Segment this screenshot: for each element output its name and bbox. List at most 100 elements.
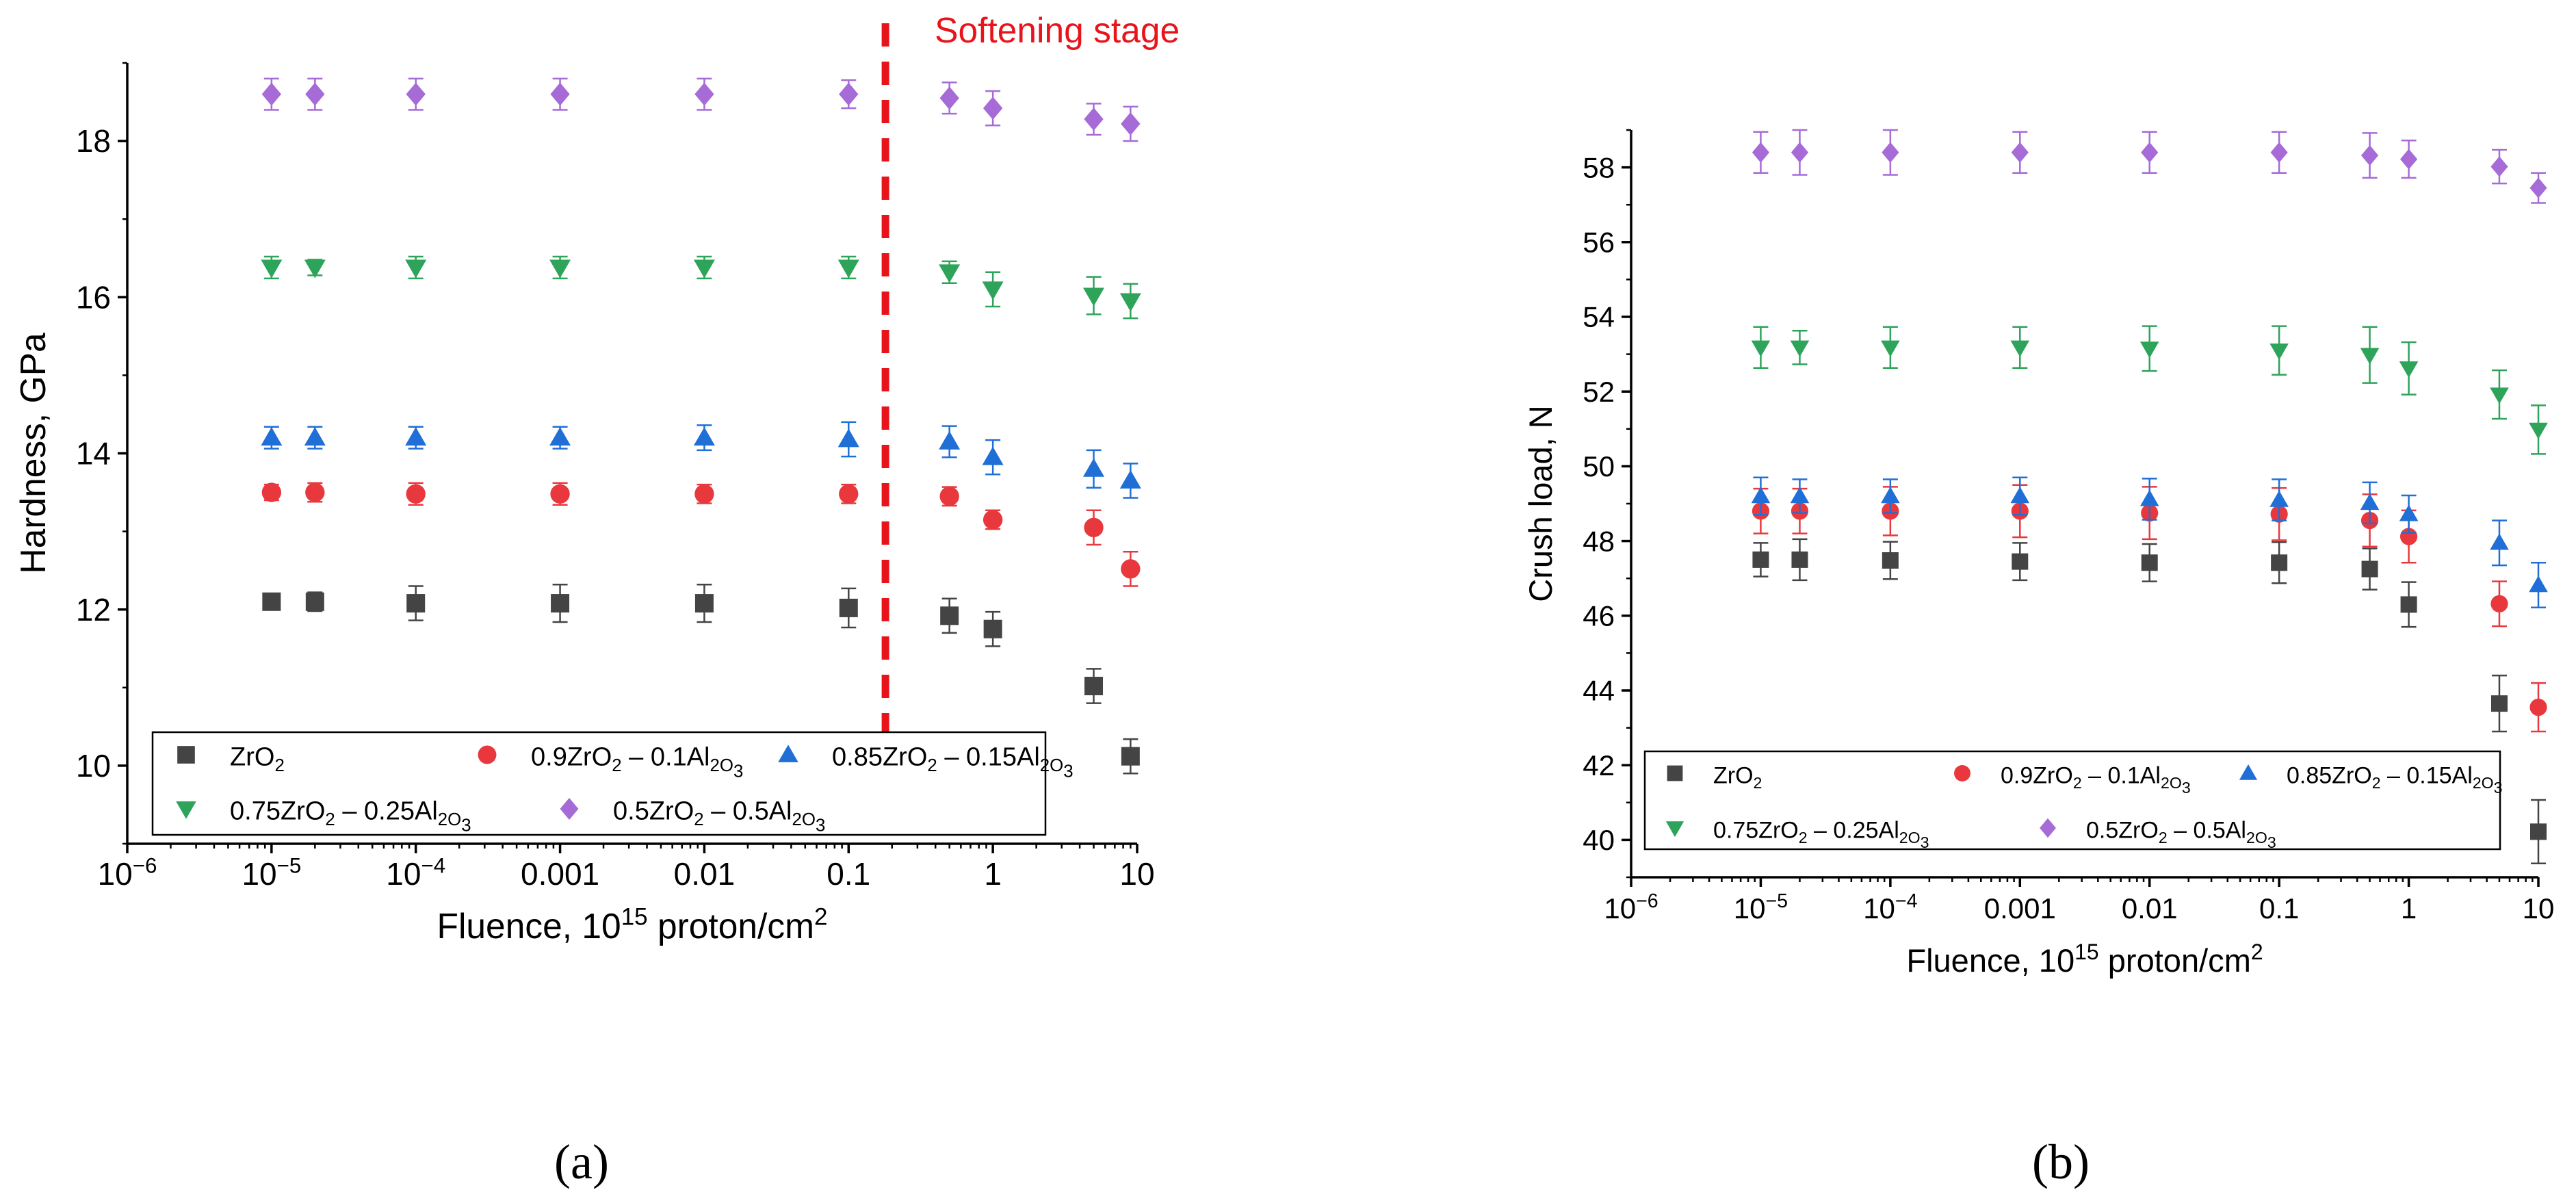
panel-b-legend-marker: [2239, 764, 2258, 780]
panel-b-data-point: [2141, 554, 2158, 571]
panel-b-data-point: [1752, 551, 1769, 568]
panel-b-y-tick-label: 42: [1583, 749, 1615, 781]
panel-a-data-point: [939, 430, 961, 450]
panel-b-data-point: [2400, 596, 2417, 613]
panel-a-legend-marker: [176, 801, 196, 819]
panel-a-y-axis-label: Hardness, GPa: [13, 333, 53, 574]
panel-a-x-tick-label: 0.001: [521, 856, 599, 892]
panel-b-data-point: [2011, 142, 2029, 163]
panel-a-y-tick-label: 12: [76, 592, 111, 628]
panel-a-data-point: [1119, 293, 1141, 312]
panel-b-data-point: [2399, 504, 2419, 521]
panel-label-a: (a): [554, 1135, 609, 1189]
panel-a-data-point: [261, 427, 283, 446]
panel-b-data-point: [2010, 340, 2030, 357]
panel-a-data-point: [940, 606, 959, 625]
panel-a-data-point: [261, 482, 282, 502]
panel-a-x-tick-label: 10−6: [98, 854, 157, 892]
panel-b-x-tick-label: 10−4: [1863, 890, 1917, 924]
panel-a-data-point: [693, 259, 715, 279]
panel-a-data-point: [982, 446, 1004, 465]
panel-b-y-tick-label: 46: [1583, 600, 1615, 632]
panel-a-series-1: [261, 482, 1141, 587]
panel-b-legend-label: 0.5ZrO2 – 0.5Al2O3: [2086, 817, 2276, 851]
panel-b-data-point: [2361, 560, 2378, 578]
panel-a-data-point: [837, 259, 859, 279]
panel-b-data-point: [2490, 387, 2509, 404]
panel-b-x-tick-label: 10−5: [1734, 890, 1788, 924]
panel-a-legend-label: 0.75ZrO2 – 0.25Al2O3: [230, 797, 471, 836]
panel-a-data-point: [304, 259, 326, 279]
panel-b-series-4: [1752, 129, 2547, 204]
panel-a-data-point: [1121, 112, 1141, 135]
panel-b-legend-marker: [2040, 818, 2056, 838]
panel-b-y-tick-label: 52: [1583, 376, 1615, 408]
panel-b-legend-label: ZrO2: [1713, 762, 1762, 791]
panel-b-data-point: [2269, 343, 2289, 360]
panel-a-data-point: [550, 82, 570, 106]
panel-b-data-point: [2529, 177, 2547, 198]
panel-b-legend-label: 0.75ZrO2 – 0.25Al2O3: [1713, 817, 1929, 851]
panel-a-data-point: [1083, 458, 1105, 477]
panel-a-data-point: [261, 259, 283, 279]
panel-a-chart: 10−6 10−5 10−4 0.001 0.01 0.1 1 10 10 12 14 16 18 Flu…: [13, 10, 1180, 946]
panel-a-x-tick-label: 1: [984, 856, 1002, 892]
panel-b-y-tick-label: 58: [1583, 151, 1615, 183]
panel-a-data-point: [839, 484, 859, 504]
panel-a-data-point: [406, 484, 426, 504]
panel-a-data-point: [837, 428, 859, 448]
panel-a-x-tick-label: 0.1: [827, 856, 870, 892]
panel-b-data-point: [2399, 148, 2418, 170]
panel-a-data-point: [551, 594, 570, 613]
panel-b-series-1: [1752, 484, 2547, 733]
panel-a-legend-marker: [560, 797, 579, 820]
panel-b-data-point: [1790, 487, 1810, 504]
panel-b-y-axis-label: Crush load, N: [1522, 405, 1559, 602]
panel-a-annotation-text: Softening stage: [935, 10, 1180, 50]
panel-a-y-tick-label: 16: [76, 279, 111, 315]
panel-a-data-point: [1083, 287, 1105, 307]
panel-b-data-point: [1790, 340, 1810, 357]
panel-a-data-point: [305, 82, 325, 106]
panel-a-legend-label: 0.9ZrO2 – 0.1Al2O3: [531, 743, 743, 781]
panel-a-data-point: [406, 594, 426, 613]
panel-a-data-point: [405, 427, 427, 446]
panel-a-x-tick-label: 10−5: [242, 854, 301, 892]
panel-a-data-point: [305, 482, 325, 502]
panel-b-data-point: [2269, 490, 2289, 507]
panel-b-data-point: [2529, 422, 2548, 439]
panel-b-x-axis-label: Fluence, 1015 proton/cm2: [1906, 940, 2263, 979]
panel-a-data-point: [405, 259, 427, 279]
panel-b-data-point: [2360, 493, 2380, 510]
panel-b-x-tick-label: 0.001: [1984, 892, 2056, 924]
panel-b-y-tick-label: 50: [1583, 450, 1615, 482]
panel-b-x-tick-label: 0.01: [2122, 892, 2178, 924]
panel-a-data-point: [839, 82, 859, 106]
panel-b-data-point: [2399, 361, 2419, 378]
panel-b-data-point: [1751, 487, 1771, 504]
panel-b-x-tick-label: 10: [2523, 892, 2555, 924]
panel-b-legend: [1643, 750, 2501, 851]
panel-a-data-point: [939, 86, 959, 110]
panel-a-legend-label: 0.5ZrO2 – 0.5Al2O3: [613, 797, 825, 836]
panel-b-data-point: [1751, 340, 1771, 357]
panel-a-data-point: [261, 82, 282, 106]
panel-a-data-point: [1084, 677, 1104, 696]
panel-b-legend-label: 0.9ZrO2 – 0.1Al2O3: [2001, 762, 2191, 797]
panel-a-data-point: [550, 484, 570, 504]
panel-a-data-point: [1119, 469, 1141, 489]
panel-a-data-point: [939, 264, 961, 283]
panel-a-legend-marker: [478, 745, 497, 764]
panel-b-y-tick-label: 48: [1583, 525, 1615, 557]
panel-b-legend-marker: [1667, 765, 1683, 781]
panel-b-data-point: [2139, 341, 2159, 359]
panel-a-legend-marker: [177, 746, 195, 764]
panel-b-legend-marker: [1665, 821, 1684, 838]
panel-b-data-point: [2490, 695, 2508, 712]
panel-a-series-4: [261, 77, 1141, 142]
panel-a-data-point: [305, 592, 324, 611]
panel-b-data-point: [2490, 533, 2509, 550]
panel-a-x-tick-label: 10: [1119, 856, 1154, 892]
panel-b-data-point: [2360, 145, 2379, 166]
